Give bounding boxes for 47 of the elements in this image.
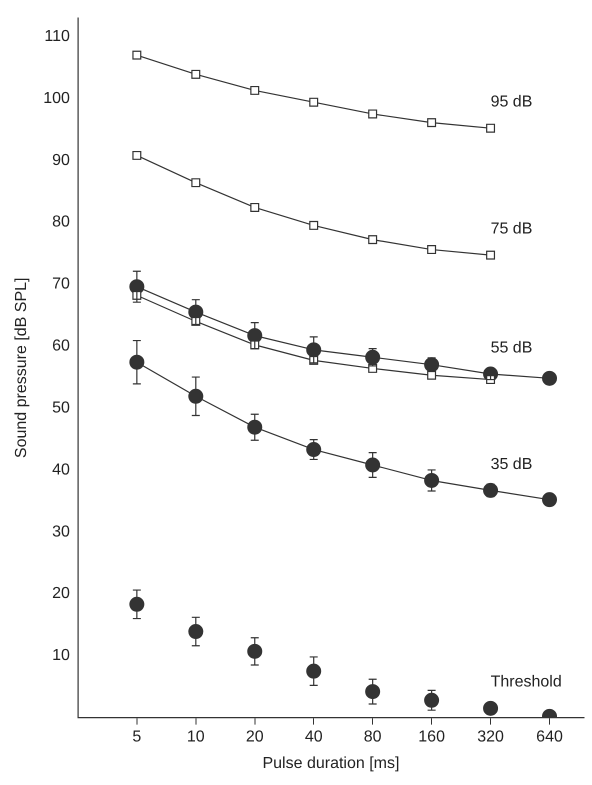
point <box>191 178 200 188</box>
point <box>486 124 496 133</box>
series-label: 35 dB <box>490 456 532 473</box>
x-tick-label: 5 <box>132 728 142 746</box>
x-tick-label: 20 <box>246 728 264 746</box>
y-tick-label: 10 <box>52 647 70 664</box>
x-tick-label: 640 <box>536 728 563 746</box>
point <box>250 202 260 212</box>
point <box>427 245 436 254</box>
y-tick-label: 40 <box>52 461 70 478</box>
point <box>427 118 436 128</box>
x-tick-label: 40 <box>304 728 323 746</box>
point <box>424 692 440 708</box>
series-label: 95 dB <box>490 94 532 111</box>
y-tick-label: 110 <box>44 28 70 45</box>
point <box>309 220 318 230</box>
point <box>542 370 558 386</box>
y-tick-label: 90 <box>52 152 70 169</box>
y-tick-label: 50 <box>52 399 70 416</box>
y-tick-label: 30 <box>52 523 70 540</box>
series-label: 55 dB <box>490 339 532 356</box>
series-label: 75 dB <box>490 220 532 238</box>
point <box>424 472 440 488</box>
y-tick-label: 80 <box>52 214 70 231</box>
point <box>427 370 436 380</box>
y-tick-label: 70 <box>52 276 70 293</box>
y-tick-label: 20 <box>52 585 70 602</box>
point <box>250 86 260 95</box>
x-tick-label: 10 <box>186 728 205 746</box>
point <box>191 70 200 79</box>
point <box>132 50 142 60</box>
point <box>542 492 558 508</box>
point <box>368 109 378 118</box>
point <box>309 98 318 107</box>
point <box>483 482 498 498</box>
y-tick-label: 100 <box>43 90 70 107</box>
x-tick-label: 80 <box>364 728 382 746</box>
x-tick-label: 160 <box>418 728 446 746</box>
point <box>483 700 498 716</box>
series-label: Threshold <box>490 674 562 691</box>
y-tick-label: 60 <box>52 338 70 355</box>
point <box>486 250 496 260</box>
point <box>368 235 378 244</box>
point <box>132 150 142 160</box>
y-axis-title: Sound pressure [dB SPL] <box>13 278 30 458</box>
x-axis-title: Pulse duration [ms] <box>262 754 400 772</box>
x-tick-label: 320 <box>477 728 504 746</box>
